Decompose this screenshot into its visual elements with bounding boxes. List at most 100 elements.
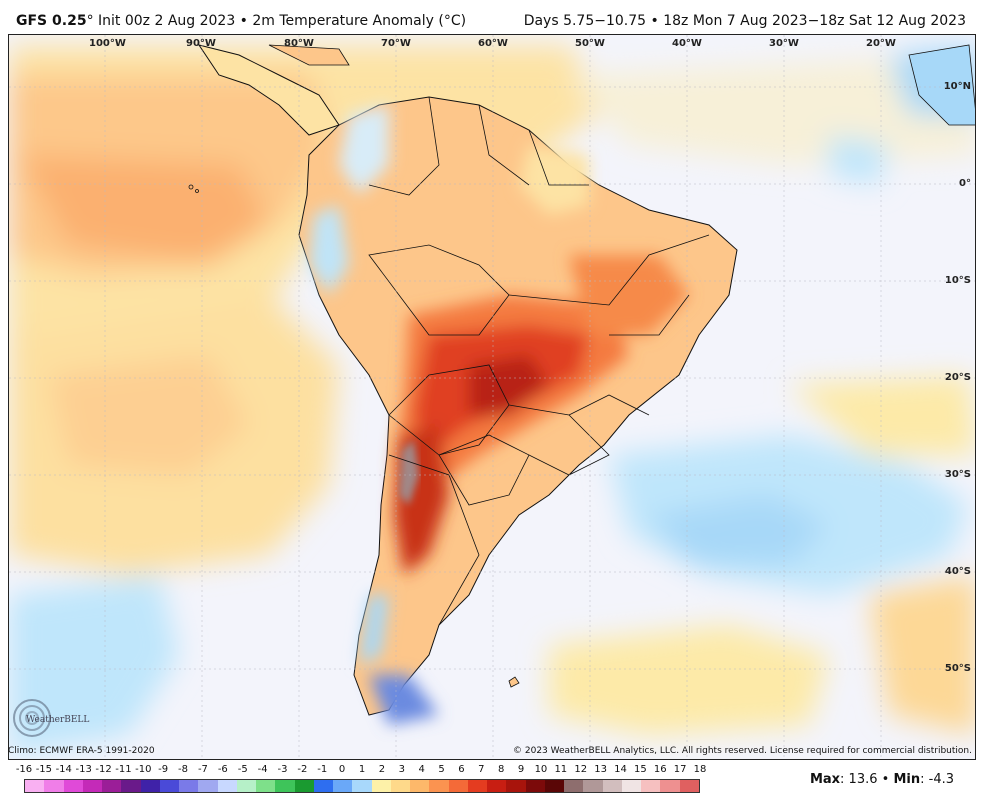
lon-label: 60°W	[478, 38, 508, 49]
legend-swatch	[352, 780, 372, 792]
climo-note: Climo: ECMWF ERA-5 1991-2020	[8, 746, 155, 756]
legend-tick: -16	[15, 764, 33, 775]
copyright-note: © 2023 WeatherBELL Analytics, LLC. All r…	[513, 746, 972, 756]
lon-label: 40°W	[672, 38, 702, 49]
legend-swatch	[525, 780, 545, 792]
legend-swatch	[448, 780, 468, 792]
legend-tick: -11	[115, 764, 132, 775]
legend-swatch	[159, 780, 179, 792]
max-value: : 13.6	[840, 772, 878, 787]
logo-swirl: WeatherBELL	[13, 699, 89, 737]
legend-bar	[24, 779, 700, 793]
legend-tick: 11	[554, 764, 568, 775]
legend-tick: 12	[574, 764, 588, 775]
map-title: GFS 0.25° Init 00z 2 Aug 2023 • 2m Tempe…	[16, 13, 466, 29]
lon-label: 90°W	[186, 38, 216, 49]
legend-tick: 16	[653, 764, 667, 775]
legend-tick: -4	[257, 764, 268, 775]
legend-tick: 17	[673, 764, 687, 775]
max-label: Max	[809, 772, 841, 787]
legend-tick: -12	[95, 764, 112, 775]
min-value: : -4.3	[920, 772, 954, 787]
lon-label: 100°W	[89, 38, 126, 49]
legend-swatch	[544, 780, 564, 792]
legend-swatch	[641, 780, 661, 792]
legend-tick: 9	[517, 764, 525, 775]
legend-swatch	[256, 780, 276, 792]
legend-swatch	[487, 780, 507, 792]
color-legend: -16 -15 -14 -13 -12 -11 -10 -9 -8 -7 -6 -5 -4 -3 -2 -1 0…	[16, 764, 706, 804]
map-canvas	[9, 35, 975, 759]
valid-period: Days 5.75−10.75 • 18z Mon 7 Aug 2023−18z…	[523, 13, 966, 29]
legend-swatch	[140, 780, 160, 792]
legend-tick: 1	[358, 764, 366, 775]
legend-swatch	[410, 780, 430, 792]
lon-label: 80°W	[284, 38, 314, 49]
min-label: Min	[893, 772, 921, 787]
legend-swatch	[82, 780, 102, 792]
header: GFS 0.25° Init 00z 2 Aug 2023 • 2m Tempe…	[0, 0, 984, 34]
legend-tick: -14	[55, 764, 72, 775]
model-name: GFS 0.25	[16, 13, 87, 29]
legend-tick: 7	[478, 764, 485, 775]
degree-symbol: °	[86, 13, 94, 29]
lon-label: 20°W	[866, 38, 896, 49]
legend-swatch	[583, 780, 603, 792]
legend-tick: -7	[197, 764, 208, 775]
legend-tick: 2	[378, 764, 386, 775]
legend-swatch	[467, 780, 487, 792]
legend-tick: 5	[438, 764, 445, 775]
legend-swatch	[333, 780, 353, 792]
legend-tick: -10	[135, 764, 152, 775]
lon-label: 30°W	[769, 38, 799, 49]
central-america	[188, 44, 975, 193]
legend-swatch	[121, 780, 141, 792]
legend-swatch	[236, 780, 256, 792]
legend-swatch	[429, 780, 449, 792]
legend-swatch	[102, 780, 122, 792]
legend-tick: 3	[398, 764, 405, 775]
legend-swatch	[25, 780, 45, 792]
legend-tick: 14	[614, 764, 627, 775]
legend-tick: 13	[594, 764, 607, 775]
legend-swatch	[602, 780, 622, 792]
lat-label: 20°S	[944, 372, 971, 383]
lon-label: 50°W	[575, 38, 605, 49]
lat-label: 40°S	[944, 566, 971, 577]
legend-tick: -2	[297, 764, 308, 775]
legend-swatch	[621, 780, 641, 792]
lat-label: 50°S	[944, 663, 971, 674]
legend-swatch	[660, 780, 680, 792]
lat-label: 0°	[959, 178, 971, 189]
lon-label: 70°W	[381, 38, 411, 49]
legend-tick: -13	[75, 764, 92, 775]
legend-tick: -1	[317, 764, 328, 775]
legend-swatch	[390, 780, 410, 792]
legend-swatch	[371, 780, 391, 792]
legend-tick: -15	[35, 764, 53, 775]
legend-swatch	[506, 780, 526, 792]
legend-tick: 10	[534, 764, 548, 775]
title-detail: Init 00z 2 Aug 2023 • 2m Temperature Ano…	[93, 13, 467, 29]
legend-swatch	[179, 780, 199, 792]
weatherbell-logo: WeatherBELL	[12, 696, 102, 742]
south-america	[298, 96, 738, 725]
legend-swatch	[679, 780, 699, 792]
legend-tick: 6	[458, 764, 465, 775]
lat-label: 10°N	[943, 81, 971, 92]
anomaly-map: 100°W 90°W 80°W 70°W 60°W 50°W 40°W 30°W…	[8, 34, 976, 760]
legend-tick: -5	[237, 764, 248, 775]
legend-swatch	[44, 780, 64, 792]
legend-swatch	[294, 780, 314, 792]
legend-tick: 15	[633, 764, 647, 775]
legend-tick: -8	[178, 764, 189, 775]
legend-tick: -9	[158, 764, 169, 775]
legend-swatch	[564, 780, 584, 792]
logo-text: WeatherBELL	[26, 715, 89, 725]
legend-tick: 4	[418, 764, 425, 775]
legend-tick: 8	[497, 764, 505, 775]
legend-tick: 0	[338, 764, 346, 775]
legend-tick: -3	[277, 764, 288, 775]
separator: •	[877, 772, 894, 787]
max-min-readout: Max: 13.6 • Min: -4.3	[810, 772, 954, 787]
